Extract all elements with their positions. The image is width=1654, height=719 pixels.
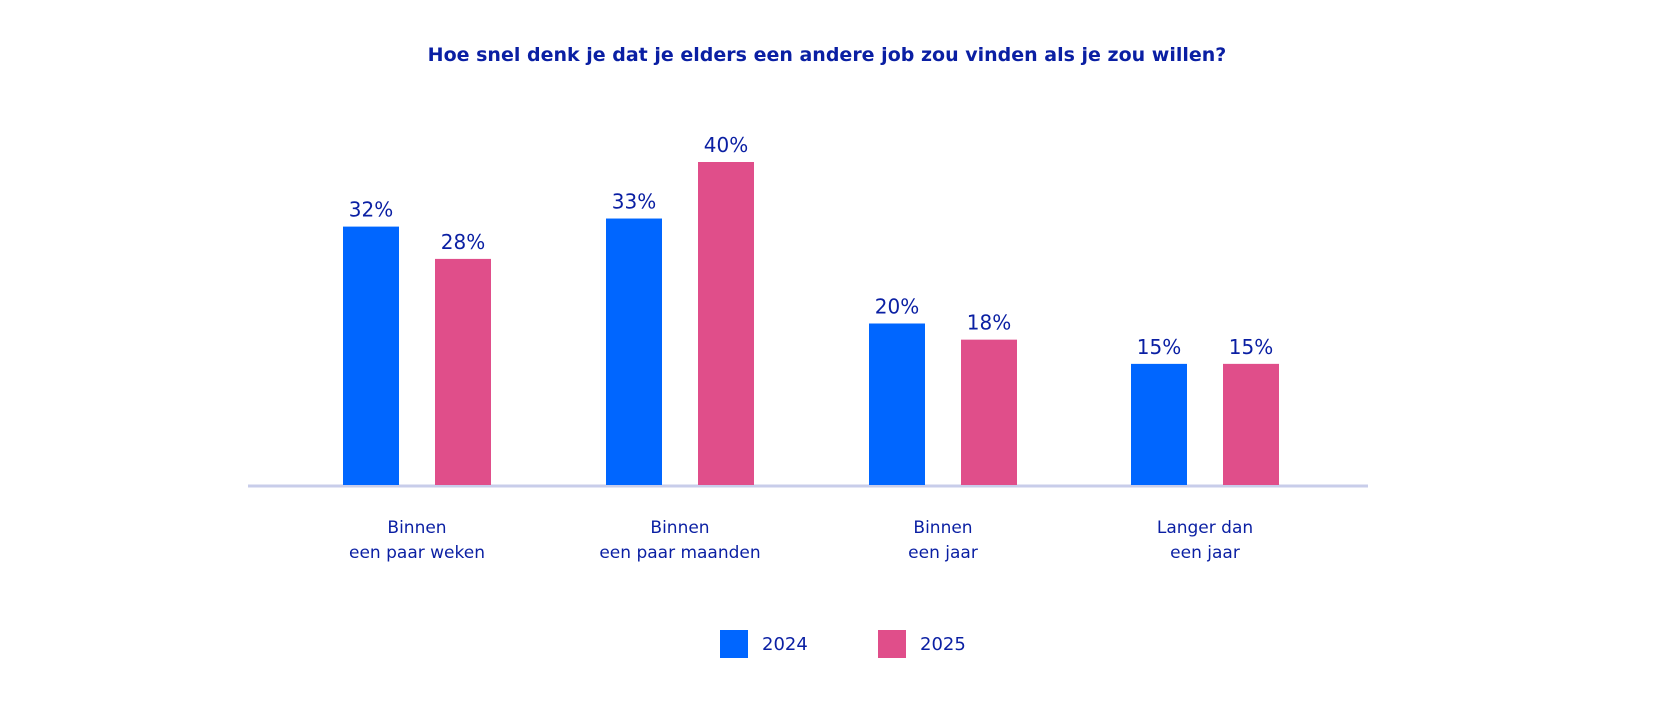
bar-2025-2 bbox=[961, 339, 1017, 485]
bar-2024-1 bbox=[606, 218, 662, 485]
bar-2025-0 bbox=[435, 258, 491, 485]
legend-item-2025: 2025 bbox=[878, 630, 966, 658]
category-label-2-line-0: Binnen bbox=[913, 518, 972, 538]
data-label-2025-1: 40% bbox=[704, 133, 748, 157]
legend-swatch-2024 bbox=[720, 630, 748, 658]
category-label-1-line-0: Binnen bbox=[650, 518, 709, 538]
bar-2025-3 bbox=[1223, 363, 1279, 485]
legend-label-2025: 2025 bbox=[920, 633, 966, 655]
legend-item-2024: 2024 bbox=[720, 630, 808, 658]
legend-label-2024: 2024 bbox=[762, 633, 808, 655]
data-label-2024-0: 32% bbox=[349, 198, 393, 222]
data-label-2025-0: 28% bbox=[441, 230, 485, 254]
bar-2024-0 bbox=[343, 226, 399, 485]
bar-2024-3 bbox=[1131, 363, 1187, 485]
category-label-0-line-0: Binnen bbox=[387, 518, 446, 538]
category-label-1-line-1: een paar maanden bbox=[599, 543, 760, 563]
category-label-3-line-0: Langer dan bbox=[1157, 518, 1253, 538]
category-label-3-line-1: een jaar bbox=[1170, 543, 1240, 563]
category-label-2-line-1: een jaar bbox=[908, 543, 978, 563]
category-label-0-line-1: een paar weken bbox=[349, 543, 485, 563]
data-label-2024-1: 33% bbox=[612, 190, 656, 214]
data-label-2024-3: 15% bbox=[1137, 335, 1181, 359]
bar-2025-1 bbox=[698, 162, 754, 485]
legend-swatch-2025 bbox=[878, 630, 906, 658]
chart-title: Hoe snel denk je dat je elders een ander… bbox=[427, 44, 1227, 66]
bar-2024-2 bbox=[869, 323, 925, 485]
data-label-2025-3: 15% bbox=[1229, 335, 1273, 359]
data-label-2025-2: 18% bbox=[967, 311, 1011, 335]
data-label-2024-2: 20% bbox=[875, 295, 919, 319]
